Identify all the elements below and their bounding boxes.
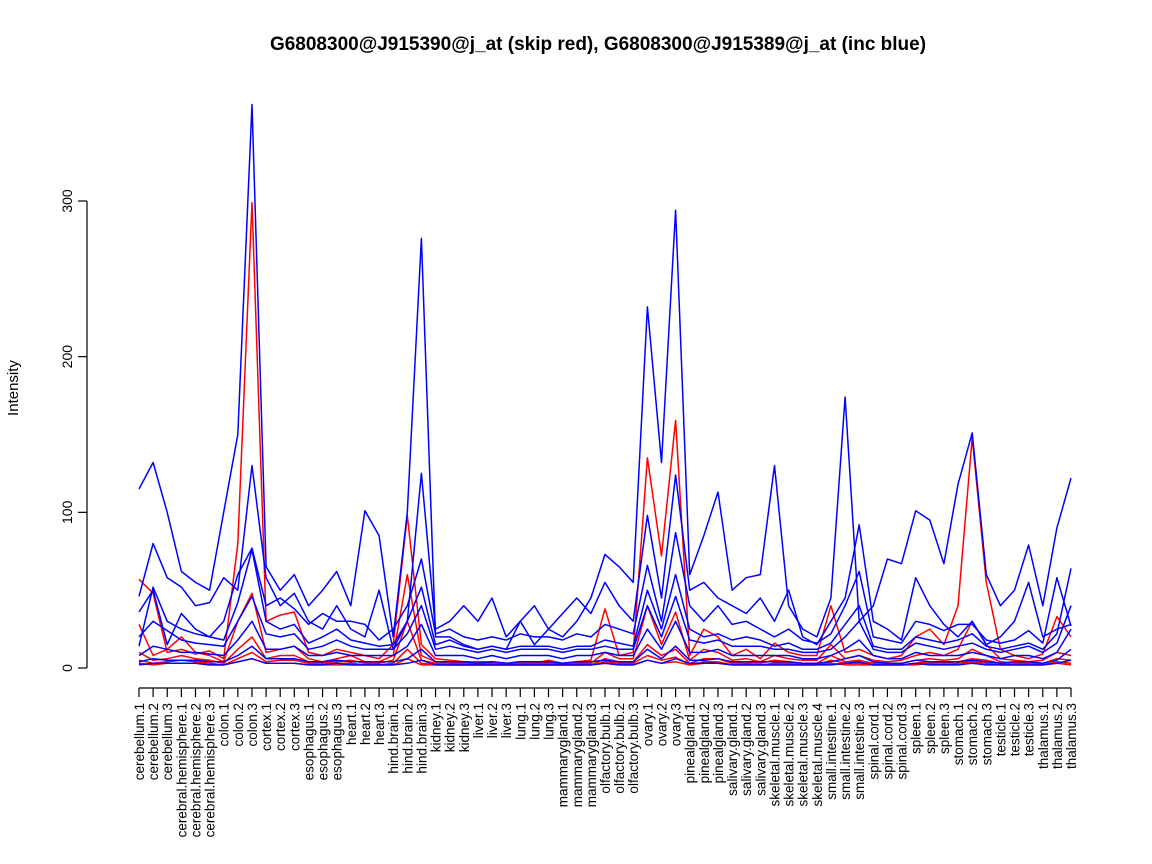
x-tick-label: olfactory.bulb.1 — [598, 703, 613, 794]
series-layer — [138, 103, 1072, 666]
x-tick-label: olfactory.bulb.2 — [612, 703, 627, 794]
x-tick-label: esophagus.3 — [330, 703, 345, 780]
chart-title: G6808300@J915390@j_at (skip red), G68083… — [270, 34, 926, 55]
x-tick-label: testicle.2 — [1008, 703, 1023, 756]
x-tick-label: small.intestine.2 — [838, 703, 853, 800]
x-tick-label: salivary.gland.3 — [753, 703, 768, 796]
y-tick-label: 300 — [59, 189, 75, 213]
x-tick-label: stomach.3 — [979, 703, 994, 765]
x-tick-label: stomach.2 — [965, 703, 980, 765]
x-tick-label: cortex.3 — [287, 703, 302, 751]
x-tick-label: mammarygland.2 — [570, 703, 585, 807]
x-tick-label: olfactory.bulb.3 — [626, 703, 641, 794]
x-tick-label: ovary.3 — [669, 703, 684, 746]
x-tick-label: colon.3 — [245, 703, 260, 747]
series-line-inc — [138, 531, 1072, 646]
y-axis-label: Intensity — [5, 360, 22, 416]
x-tick-label: colon.1 — [217, 703, 232, 747]
x-tick-label: skeletal.muscle.4 — [810, 703, 825, 807]
y-tick-label: 200 — [59, 345, 75, 369]
x-tick-label: lung.3 — [542, 703, 557, 740]
x-tick-label: esophagus.1 — [301, 703, 316, 780]
x-tick-label: mammarygland.3 — [584, 703, 599, 807]
x-tick-label: hind.brain.1 — [386, 703, 401, 774]
x-tick-label: pinealgland.3 — [711, 703, 726, 783]
x-tick-label: cortex.2 — [273, 703, 288, 751]
x-tick-label: heart.3 — [372, 703, 387, 745]
x-tick-label: spleen.2 — [923, 703, 938, 754]
x-tick-label: liver.3 — [499, 703, 514, 738]
x-tick-label: lung.2 — [527, 703, 542, 740]
y-tick-label: 0 — [59, 664, 75, 672]
x-tick-label: thalamus.3 — [1064, 703, 1079, 769]
x-tick-label: cerebral.hemisphere.1 — [174, 703, 189, 837]
x-tick-label: heart.1 — [344, 703, 359, 745]
x-tick-label: skeletal.muscle.2 — [782, 703, 797, 807]
x-tick-label: pinealgland.2 — [697, 703, 712, 783]
x-tick-label: cerebellum.2 — [146, 703, 161, 780]
x-tick-label: esophagus.2 — [316, 703, 331, 780]
x-tick-label: hind.brain.3 — [414, 703, 429, 774]
x-tick-label: skeletal.muscle.3 — [796, 703, 811, 807]
series-line-inc — [138, 103, 1072, 651]
x-tick-label: colon.2 — [231, 703, 246, 747]
x-tick-label: liver.2 — [485, 703, 500, 738]
series-line-inc — [138, 548, 1072, 651]
x-tick-label: kidney.1 — [429, 703, 444, 752]
x-tick-label: pinealgland.1 — [683, 703, 698, 783]
series-line-inc — [138, 620, 1072, 660]
x-tick-label: thalamus.2 — [1050, 703, 1065, 769]
series-line-inc — [138, 645, 1072, 665]
x-tick-label: spinal.cord.3 — [895, 703, 910, 780]
x-tick-label: lung.1 — [513, 703, 528, 740]
x-tick-label: cerebral.hemisphere.3 — [203, 703, 218, 837]
x-tick-label: spleen.1 — [909, 703, 924, 754]
x-tick-label: salivary.gland.1 — [725, 703, 740, 796]
x-tick-label: hind.brain.2 — [400, 703, 415, 774]
y-tick-label: 100 — [59, 500, 75, 524]
x-tick-label: spinal.cord.2 — [880, 703, 895, 780]
x-tick-label: cerebellum.3 — [160, 703, 175, 780]
x-tick-label: salivary.gland.2 — [739, 703, 754, 796]
x-tick-label: liver.1 — [471, 703, 486, 738]
y-axis: 0 100 200 300 — [59, 189, 88, 672]
x-tick-label: skeletal.muscle.1 — [767, 703, 782, 807]
x-tick-label: cerebral.hemisphere.2 — [188, 703, 203, 837]
x-tick-label: stomach.1 — [951, 703, 966, 765]
x-tick-label: thalamus.1 — [1036, 703, 1051, 769]
x-tick-label: ovary.1 — [640, 703, 655, 746]
x-tick-label: testicle.3 — [1022, 703, 1037, 756]
x-tick-label: mammarygland.1 — [556, 703, 571, 807]
series-line-inc — [138, 595, 1072, 654]
x-tick-label: small.intestine.1 — [824, 703, 839, 800]
x-axis: cerebellum.1 cerebellum.2 cerebellum.3 cere… — [132, 687, 1079, 837]
x-tick-label: cerebellum.1 — [132, 703, 147, 780]
x-tick-label: testicle.1 — [993, 703, 1008, 756]
x-tick-label: heart.2 — [358, 703, 373, 745]
series-line-inc — [138, 657, 1072, 666]
x-tick-label: spinal.cord.1 — [866, 703, 881, 780]
x-tick-label: cortex.1 — [259, 703, 274, 751]
series-line-skip — [138, 201, 1072, 665]
x-tick-label: kidney.2 — [443, 703, 458, 752]
x-tick-label: kidney.3 — [457, 703, 472, 752]
x-tick-label: spleen.3 — [937, 703, 952, 754]
x-tick-label: small.intestine.3 — [852, 703, 867, 800]
x-tick-label: ovary.2 — [654, 703, 669, 746]
series-line-inc — [138, 464, 1072, 651]
